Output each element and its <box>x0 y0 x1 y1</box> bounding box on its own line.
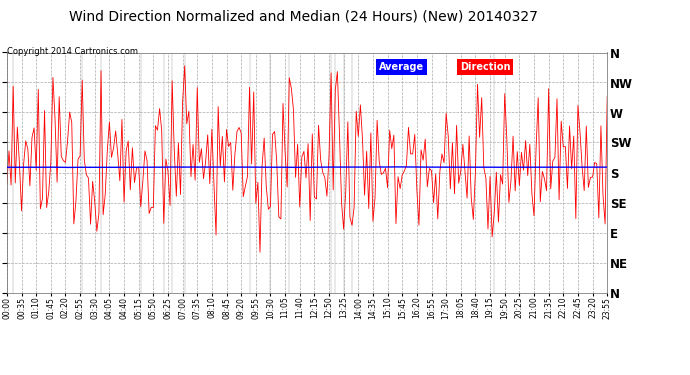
Text: Average: Average <box>379 62 424 72</box>
Text: Direction: Direction <box>460 62 511 72</box>
Text: Copyright 2014 Cartronics.com: Copyright 2014 Cartronics.com <box>7 47 138 56</box>
Text: Wind Direction Normalized and Median (24 Hours) (New) 20140327: Wind Direction Normalized and Median (24… <box>69 9 538 23</box>
